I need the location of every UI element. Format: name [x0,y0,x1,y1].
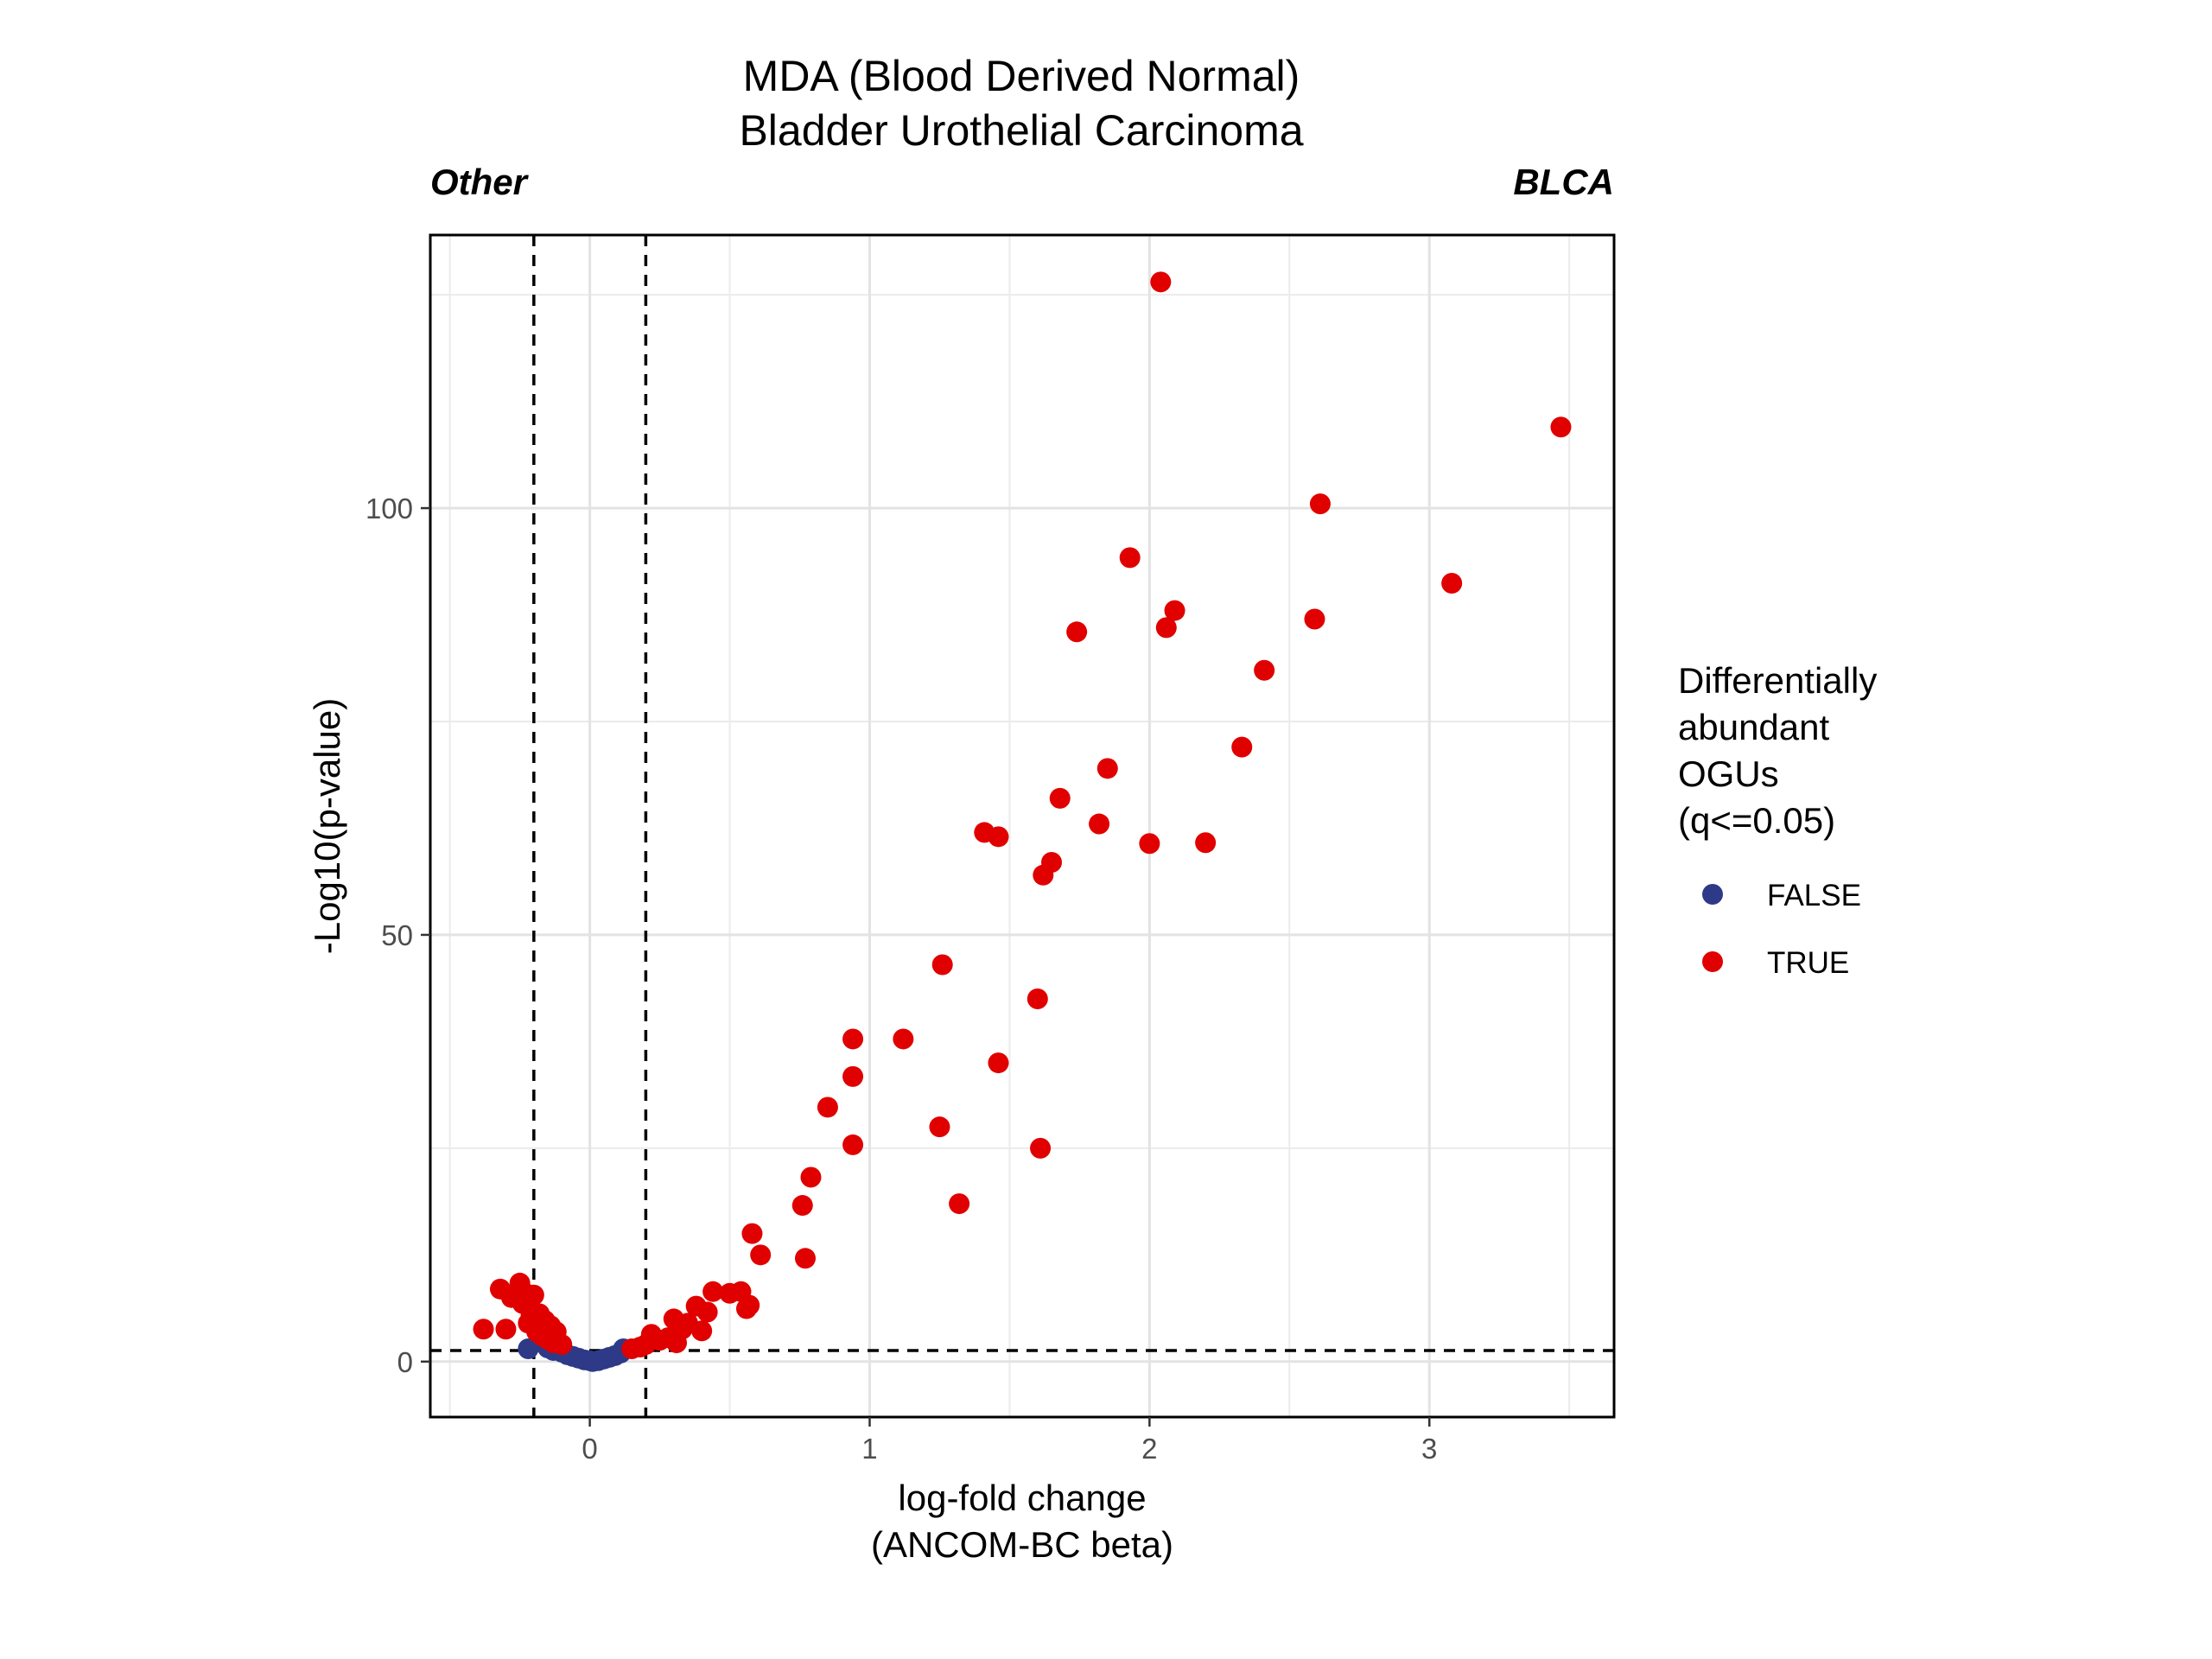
point-true [1195,832,1217,854]
point-true [696,1301,718,1323]
point-true [1441,572,1463,594]
legend-title-line-1: Differentially [1678,660,1877,701]
point-true [1049,787,1071,809]
point-true [1150,271,1172,293]
legend-key-true [1702,951,1723,972]
point-true [842,1134,864,1155]
x-axis-title-line-1: log-fold change [898,1478,1146,1518]
y-tick-label: 50 [381,919,413,951]
point-true [1139,833,1160,855]
point-true [800,1166,822,1188]
point-true [1027,988,1048,1010]
point-true [1231,736,1253,758]
point-true [1030,1137,1052,1159]
point-true [1119,547,1141,569]
legend-title-line-4: (q<=0.05) [1678,800,1835,841]
point-true [1164,600,1185,621]
point-true [473,1319,494,1340]
legend-label-false: FALSE [1767,879,1861,912]
legend-label-true: TRUE [1767,946,1849,980]
point-true [1089,813,1110,835]
x-tick-label: 3 [1421,1433,1437,1465]
reference-lines [430,235,1614,1417]
gridlines [430,235,1614,1417]
point-true [988,1052,1009,1074]
point-true [1304,608,1325,630]
left-group-label: Other [430,162,530,202]
point-true [1309,493,1331,515]
point-true [791,1195,813,1217]
x-tick-label: 0 [582,1433,597,1465]
point-true [988,826,1009,848]
x-axis-title-line-2: (ANCOM-BC beta) [871,1524,1173,1565]
point-true [1066,621,1088,643]
y-axis-title: -Log10(p-value) [307,698,347,955]
legend: Differentially abundant OGUs (q<=0.05) F… [1678,660,1877,980]
point-true [551,1334,573,1356]
point-true [817,1096,838,1118]
point-true [929,1116,950,1138]
point-true [750,1244,772,1266]
point-true [523,1284,544,1306]
point-false [518,1338,539,1359]
point-true [842,1028,864,1050]
point-true [1155,617,1177,639]
y-tick-label: 0 [397,1346,413,1378]
point-true [691,1320,713,1342]
axes: 0 1 2 3 0 50 100 [365,493,1437,1465]
point-true [495,1319,517,1340]
x-tick-label: 2 [1141,1433,1157,1465]
data-points [473,271,1572,1372]
legend-key-false [1702,884,1723,905]
point-true [794,1248,816,1269]
legend-title-line-3: OGUs [1678,753,1779,794]
point-true [1550,416,1572,438]
y-tick-label: 100 [365,493,413,524]
point-true [739,1294,760,1316]
point-true [949,1193,970,1215]
x-tick-label: 1 [861,1433,877,1465]
point-true [842,1065,864,1087]
point-true [702,1281,724,1302]
point-true [741,1223,763,1244]
point-true [1254,659,1275,681]
right-group-label: BLCA [1513,162,1614,202]
point-true [1096,758,1118,779]
chart-title-line-1: MDA (Blood Derived Normal) [743,52,1300,100]
chart-title-line-2: Bladder Urothelial Carcinoma [739,106,1303,155]
point-true [893,1028,914,1050]
point-true [1041,851,1063,873]
legend-title-line-2: abundant [1678,707,1830,747]
point-true [931,954,953,976]
plot-panel-border [429,233,1616,1419]
